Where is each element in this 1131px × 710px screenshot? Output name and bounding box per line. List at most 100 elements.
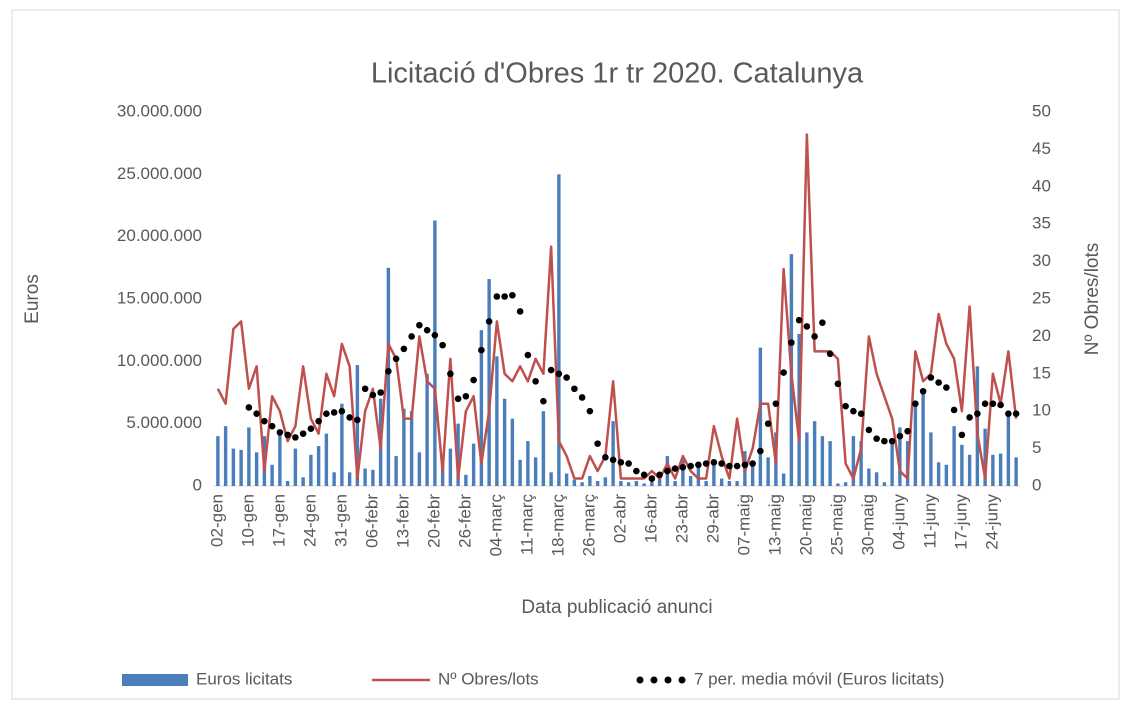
bar xyxy=(882,482,887,486)
bar xyxy=(960,444,964,486)
chart-title: Licitació d'Obres 1r tr 2020. Catalunya xyxy=(371,58,864,90)
bar xyxy=(526,441,530,486)
dot xyxy=(377,389,384,396)
dot xyxy=(516,308,524,315)
dot xyxy=(958,431,966,439)
dot xyxy=(904,427,911,435)
dot xyxy=(640,471,648,479)
dot xyxy=(276,429,284,436)
x-tick-label: 26-març xyxy=(579,494,598,557)
dot xyxy=(671,465,679,472)
dot xyxy=(578,394,586,401)
bar xyxy=(464,474,468,486)
y2-tick-label: 15 xyxy=(1032,363,1051,382)
dot xyxy=(594,440,601,447)
dot xyxy=(733,462,741,470)
bar xyxy=(386,267,391,486)
dot xyxy=(524,351,532,359)
x-tick-label: 02-gen xyxy=(207,494,226,547)
x-tick-label: 13-maig xyxy=(765,494,784,555)
bar xyxy=(719,478,724,486)
bar xyxy=(944,464,949,486)
dot xyxy=(726,462,733,470)
dot xyxy=(315,417,322,425)
bar xyxy=(820,436,825,486)
dot xyxy=(416,321,423,329)
dot xyxy=(881,437,888,445)
dot xyxy=(625,460,632,467)
dot xyxy=(811,333,818,340)
bar xyxy=(603,477,608,486)
bar xyxy=(487,279,491,486)
dot xyxy=(501,293,508,300)
dot xyxy=(749,460,756,467)
bar xyxy=(766,457,770,486)
dot xyxy=(679,464,687,471)
dot xyxy=(981,400,989,408)
dot xyxy=(617,459,625,466)
dot xyxy=(989,400,997,408)
dot xyxy=(563,374,570,381)
bar xyxy=(836,483,840,486)
dot xyxy=(950,406,958,414)
bar xyxy=(541,411,546,486)
bar xyxy=(595,481,600,486)
dot xyxy=(873,435,880,442)
dot xyxy=(338,407,346,415)
bar xyxy=(921,388,925,486)
bar xyxy=(642,483,646,486)
dot xyxy=(633,467,640,475)
y2-tick-label: 35 xyxy=(1032,214,1051,233)
bar xyxy=(479,330,484,486)
bar xyxy=(758,347,763,486)
x-tick-label: 24-juny xyxy=(982,494,1001,550)
bar xyxy=(347,472,352,486)
y-tick-label: 10.000.000 xyxy=(117,351,202,370)
legend-swatch xyxy=(636,676,644,684)
y2-tick-label: 30 xyxy=(1032,251,1051,270)
dot xyxy=(741,461,749,469)
x-tick-label: 20-febr xyxy=(424,494,443,548)
bar xyxy=(572,479,577,486)
x-tick-label: 10-gen xyxy=(238,494,257,547)
bar xyxy=(564,473,569,486)
dot xyxy=(927,374,935,381)
bar xyxy=(588,476,592,486)
dot xyxy=(803,323,811,330)
dot xyxy=(718,460,725,467)
dot xyxy=(292,434,299,441)
dot xyxy=(1005,410,1012,417)
bar xyxy=(549,472,553,486)
x-tick-label: 02-abr xyxy=(610,494,629,543)
y2-tick-label: 20 xyxy=(1032,326,1051,345)
dot xyxy=(493,293,501,300)
bar xyxy=(843,482,848,486)
bar xyxy=(998,453,1003,486)
y-tick-label: 5.000.000 xyxy=(126,413,202,432)
bar xyxy=(309,454,313,486)
dot xyxy=(361,385,369,393)
bar xyxy=(812,421,817,486)
x-tick-label: 23-abr xyxy=(672,494,691,543)
dot xyxy=(470,376,477,384)
dot xyxy=(656,471,663,479)
bar xyxy=(1006,412,1011,486)
y2-tick-label: 10 xyxy=(1032,401,1051,420)
bar xyxy=(293,448,298,486)
dot xyxy=(547,366,555,374)
dot xyxy=(586,407,594,415)
legend-swatch xyxy=(678,676,686,684)
dot xyxy=(912,400,919,408)
bar xyxy=(332,472,336,486)
bar xyxy=(867,468,871,486)
bar xyxy=(502,398,507,486)
x-axis-label: Data publicació anunci xyxy=(521,597,712,618)
dot xyxy=(966,414,973,421)
legend-swatch xyxy=(664,676,672,684)
bar xyxy=(409,411,414,486)
bar xyxy=(626,482,631,486)
bar xyxy=(254,452,259,486)
dot xyxy=(834,380,842,388)
bar xyxy=(952,426,956,486)
dot xyxy=(307,425,315,432)
